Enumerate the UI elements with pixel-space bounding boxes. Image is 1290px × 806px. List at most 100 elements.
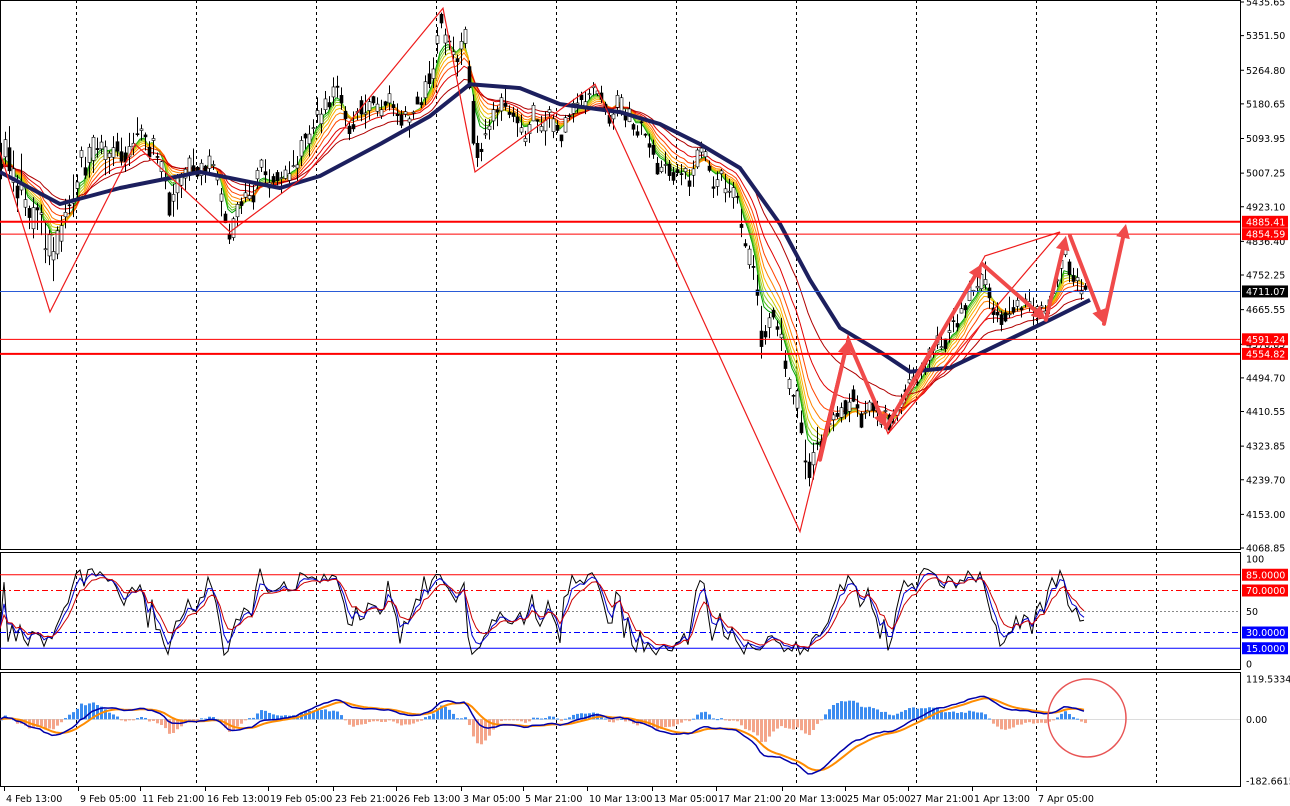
candle-body bbox=[1075, 277, 1080, 281]
macd-histogram-bar bbox=[56, 719, 59, 726]
candle-body bbox=[583, 101, 588, 107]
vertical-grid-lines bbox=[76, 0, 1157, 787]
candle-body bbox=[219, 193, 224, 202]
forecast-arrow bbox=[1044, 235, 1070, 322]
candle-body bbox=[815, 442, 820, 445]
candle-body bbox=[3, 139, 8, 158]
candle-body bbox=[735, 196, 740, 198]
candle-body bbox=[475, 142, 480, 158]
candle-body bbox=[431, 68, 436, 79]
macd-histogram-bar bbox=[1028, 719, 1031, 723]
macd-histogram-bar bbox=[948, 712, 951, 720]
oscillator-line bbox=[0, 567, 1085, 657]
candle-body bbox=[659, 166, 664, 172]
macd-histogram-bar bbox=[408, 719, 411, 725]
candle-body bbox=[307, 133, 312, 144]
forecast-arrow bbox=[846, 337, 887, 428]
macd-histogram-bar bbox=[356, 719, 359, 726]
candle-body bbox=[443, 34, 448, 44]
candle-body bbox=[7, 147, 12, 172]
macd-histogram-bar bbox=[656, 719, 659, 730]
macd-histogram-bar bbox=[252, 717, 255, 720]
candle-body bbox=[111, 147, 116, 158]
macd-histogram-bar bbox=[372, 719, 375, 722]
x-tick-label: 27 Mar 21:00 bbox=[910, 794, 973, 805]
candle-body bbox=[843, 400, 848, 415]
macd-histogram-bar bbox=[672, 719, 675, 727]
candle-body bbox=[999, 314, 1004, 325]
macd-histogram-bar bbox=[368, 719, 371, 723]
candle-body bbox=[703, 151, 708, 158]
macd-histogram-bar bbox=[768, 719, 771, 737]
candle-body bbox=[171, 194, 176, 202]
candle-body bbox=[363, 112, 368, 115]
macd-histogram-bar bbox=[568, 717, 571, 720]
macd-histogram-bar bbox=[908, 708, 911, 720]
candle-body bbox=[679, 173, 684, 175]
candle-body bbox=[511, 112, 516, 117]
macd-histogram-bar bbox=[324, 709, 327, 720]
macd-histogram-bar bbox=[604, 718, 607, 720]
macd-histogram-bar bbox=[432, 713, 435, 720]
candle-body bbox=[1019, 307, 1024, 311]
candle-body bbox=[311, 127, 316, 129]
osc-label: 30.0000 bbox=[1246, 628, 1285, 639]
macd-histogram-bar bbox=[748, 719, 751, 731]
macd-histogram-bar bbox=[328, 711, 331, 720]
x-tick-label: 3 Mar 05:00 bbox=[463, 794, 520, 805]
candle-body bbox=[515, 116, 520, 124]
candle-body bbox=[643, 133, 648, 136]
macd-histogram-bar bbox=[580, 713, 583, 720]
zigzag-line bbox=[0, 6, 1061, 534]
macd-histogram-bar bbox=[920, 708, 923, 720]
x-tick-label: 19 Feb 05:00 bbox=[270, 794, 332, 805]
candle-body bbox=[179, 176, 184, 186]
macd-histogram-bar bbox=[988, 718, 991, 720]
candle-body bbox=[947, 330, 952, 333]
macd-histogram-bar bbox=[960, 712, 963, 720]
candle-body bbox=[559, 134, 564, 142]
candle-body bbox=[391, 104, 396, 109]
candle-body bbox=[211, 164, 216, 166]
arrow-shaft bbox=[884, 273, 977, 430]
candle-body bbox=[655, 162, 660, 175]
candle-body bbox=[227, 233, 232, 240]
candle-body bbox=[719, 170, 724, 174]
macd-histogram-bar bbox=[452, 713, 455, 720]
macd-histogram-bar bbox=[264, 710, 267, 720]
candle-body bbox=[487, 125, 492, 130]
osc-label-box bbox=[1242, 626, 1288, 639]
macd-histogram-bar bbox=[268, 712, 271, 720]
macd-histogram-bar bbox=[832, 704, 835, 720]
macd-histogram-bar bbox=[1068, 714, 1071, 720]
candle-body bbox=[59, 225, 64, 242]
candle-body bbox=[859, 413, 864, 428]
macd-histogram-bar bbox=[980, 712, 983, 720]
candle-body bbox=[55, 230, 60, 255]
candle-body bbox=[383, 101, 388, 106]
macd-histogram-bar bbox=[716, 719, 719, 721]
y-tick-label: 5093.95 bbox=[1246, 134, 1285, 145]
candle-body bbox=[855, 404, 860, 409]
candle-body bbox=[791, 395, 796, 397]
candle-body bbox=[51, 251, 56, 261]
arrow-head bbox=[1055, 235, 1070, 252]
candle-body bbox=[631, 124, 636, 130]
macd-histogram-bar bbox=[1080, 719, 1083, 722]
macd-histogram-bar bbox=[464, 717, 467, 720]
macd-histogram-bar bbox=[1084, 719, 1087, 724]
macd-histogram-bar bbox=[684, 719, 687, 721]
macd-histogram-bar bbox=[680, 719, 683, 723]
macd-histogram-bar bbox=[1044, 719, 1047, 724]
macd-histogram-bar bbox=[696, 714, 699, 720]
macd-histogram-bar bbox=[536, 717, 539, 720]
candle-body bbox=[335, 85, 340, 88]
candle-body bbox=[1007, 313, 1012, 316]
candle-body bbox=[739, 224, 744, 228]
highlight-circle bbox=[1047, 678, 1127, 758]
candle-body bbox=[507, 111, 512, 115]
macd-histogram-bar bbox=[724, 719, 727, 721]
macd-histogram-bar bbox=[480, 719, 483, 745]
candle-body bbox=[167, 192, 172, 216]
macd-histogram-bar bbox=[584, 713, 587, 720]
